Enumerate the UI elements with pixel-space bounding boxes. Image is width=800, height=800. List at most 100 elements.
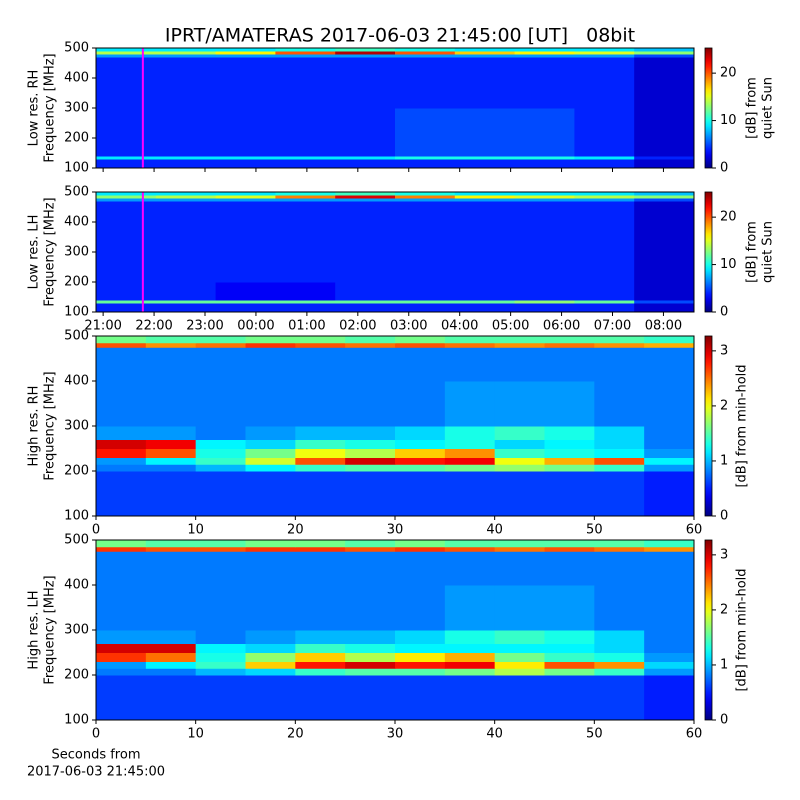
- heatmap-cell: [345, 381, 396, 427]
- heatmap-cell: [145, 336, 197, 344]
- x-tick-label: 30: [387, 523, 404, 538]
- heatmap-cell: [454, 156, 516, 160]
- heatmap-cell: [295, 540, 346, 548]
- heatmap-cell: [215, 198, 276, 202]
- heatmap-cell: [454, 303, 516, 313]
- heatmap-cell: [644, 448, 695, 458]
- heatmap-cell: [494, 342, 545, 348]
- y-axis-label: Frequency [MHz]: [43, 53, 58, 162]
- heatmap-cell: [594, 675, 645, 721]
- y-tick-label: 400: [64, 578, 89, 593]
- heatmap-cell: [195, 464, 246, 472]
- y-tick-label: 200: [64, 275, 89, 290]
- colorbar-tick-label: 20: [720, 66, 737, 81]
- heatmap-cell: [444, 643, 496, 653]
- heatmap-cell: [395, 347, 446, 382]
- heatmap-cell: [544, 347, 595, 382]
- heatmap-cell: [96, 51, 157, 55]
- y-tick-label: 300: [64, 245, 89, 260]
- heatmap-cell: [96, 661, 147, 669]
- heatmap-cell: [155, 201, 217, 223]
- heatmap: [96, 48, 695, 169]
- heatmap-cell: [335, 201, 396, 223]
- heatmap-cell: [544, 426, 595, 440]
- heatmap-cell: [155, 303, 217, 313]
- heatmap-cell: [155, 108, 217, 139]
- heatmap-cell: [395, 138, 456, 157]
- heatmap-cell: [444, 342, 496, 348]
- heatmap-cell: [295, 347, 346, 382]
- heatmap-cell: [514, 57, 575, 79]
- heatmap-cell: [335, 195, 396, 199]
- heatmap-cell: [444, 471, 496, 517]
- heatmap-cell: [345, 336, 396, 344]
- heatmap-cell: [145, 342, 197, 348]
- x-tick-label: 10: [187, 523, 204, 538]
- heatmap-cell: [275, 159, 336, 169]
- heatmap-cell: [494, 464, 545, 472]
- heatmap-cell: [514, 192, 575, 196]
- heatmap-cell: [96, 464, 147, 472]
- heatmap-cell: [395, 201, 456, 223]
- heatmap-cell: [594, 457, 645, 465]
- heatmap-cell: [454, 282, 516, 301]
- heatmap-cell: [454, 198, 516, 202]
- heatmap-cell: [96, 282, 157, 301]
- heatmap-cell: [574, 54, 635, 58]
- heatmap-cell: [275, 222, 336, 253]
- heatmap-cell: [544, 464, 595, 472]
- x-tick-label: 30: [387, 727, 404, 742]
- heatmap-cell: [395, 222, 456, 253]
- heatmap-cell: [494, 347, 545, 382]
- heatmap-cell: [454, 300, 516, 304]
- heatmap-cell: [634, 156, 695, 160]
- heatmap-cell: [454, 51, 516, 55]
- heatmap-cell: [195, 448, 246, 458]
- x-tick-label: 01:00: [288, 319, 325, 334]
- heatmap-cell: [514, 51, 575, 55]
- heatmap-cell: [145, 630, 197, 644]
- heatmap-cell: [454, 222, 516, 253]
- heatmap-cell: [155, 300, 217, 304]
- heatmap-cell: [96, 668, 147, 676]
- heatmap-cell: [544, 668, 595, 676]
- heatmap-cell: [644, 426, 695, 440]
- colorbar: [704, 539, 713, 721]
- heatmap-cell: [295, 546, 346, 552]
- heatmap-cell: [195, 630, 246, 644]
- heatmap-cell: [544, 448, 595, 458]
- heatmap-cell: [644, 546, 695, 552]
- heatmap-cell: [514, 156, 575, 160]
- heatmap-cell: [454, 54, 516, 58]
- heatmap-cell: [335, 198, 396, 202]
- y-tick-label: 200: [64, 131, 89, 146]
- colorbar-tick-label: 3: [720, 547, 728, 562]
- heatmap-cell: [514, 252, 575, 283]
- heatmap-cell: [444, 661, 496, 669]
- heatmap-cell: [345, 546, 396, 552]
- heatmap-cell: [644, 381, 695, 427]
- heatmap-cell: [594, 661, 645, 669]
- heatmap-cell: [155, 159, 217, 169]
- heatmap-cell: [275, 201, 336, 223]
- heatmap-cell: [335, 300, 396, 304]
- heatmap-cell: [574, 282, 635, 301]
- y-tick-label: 100: [64, 713, 89, 728]
- y-tick-label: 200: [64, 464, 89, 479]
- heatmap-cell: [295, 457, 346, 465]
- heatmap-cell: [395, 585, 446, 631]
- heatmap-cell: [514, 138, 575, 157]
- x-tick-label: 04:00: [441, 319, 478, 334]
- y-tick-label: 300: [64, 419, 89, 434]
- heatmap-cell: [454, 195, 516, 199]
- heatmap-cell: [215, 108, 276, 139]
- heatmap-cell: [245, 668, 296, 676]
- y-axis-label: Frequency [MHz]: [43, 575, 58, 684]
- heatmap-cell: [335, 252, 396, 283]
- x-tick-label: 0: [92, 523, 100, 538]
- heatmap-cell: [96, 198, 157, 202]
- heatmap-cell: [195, 546, 246, 552]
- x-tick-label: 20: [287, 523, 304, 538]
- heatmap-cell: [594, 448, 645, 458]
- heatmap-cell: [494, 448, 545, 458]
